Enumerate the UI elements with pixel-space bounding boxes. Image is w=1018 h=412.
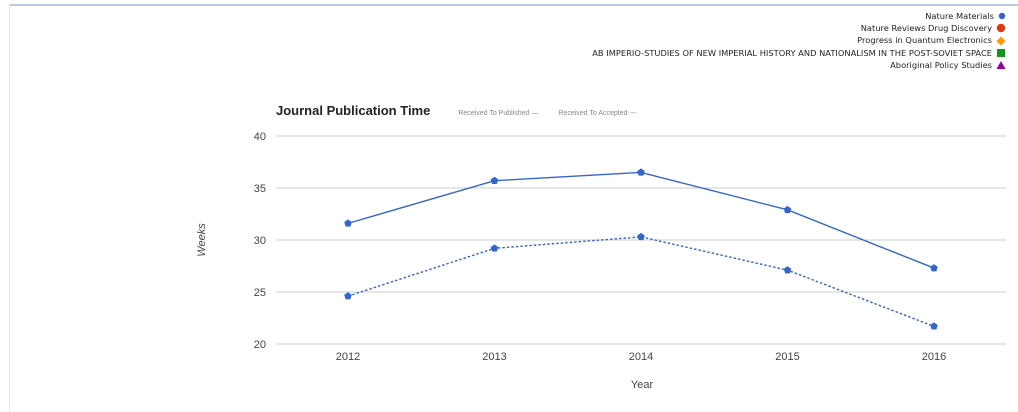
data-point: [637, 168, 645, 176]
circle-marker-icon: [998, 12, 1006, 20]
y-tick-label: 20: [254, 339, 266, 351]
data-point: [930, 264, 938, 272]
x-tick-label: 2016: [922, 351, 946, 363]
data-point: [783, 205, 792, 214]
data-point: [490, 176, 499, 184]
legend-item-nature-materials[interactable]: Nature Materials: [592, 10, 1006, 22]
chart-header: Journal Publication Time Received To Pub…: [276, 103, 636, 118]
data-point: [637, 232, 645, 241]
triangle-marker-icon: [996, 60, 1006, 69]
y-axis-title: Weeks: [196, 223, 208, 257]
data-point: [490, 244, 499, 252]
data-point: [344, 219, 352, 227]
x-tick-label: 2012: [336, 351, 360, 363]
series-key-published: Received To Published —: [458, 110, 539, 117]
legend-item-progress-in-quantum-electronics[interactable]: Progress in Quantum Electronics: [592, 34, 1006, 46]
y-tick-label: 35: [254, 183, 266, 195]
series-line-accepted: [347, 236, 935, 327]
data-point: [344, 292, 352, 300]
x-axis-title: Year: [631, 379, 654, 391]
square-marker-icon: [997, 48, 1005, 57]
chart-title: Journal Publication Time: [276, 103, 431, 118]
legend-item-ab-imperio[interactable]: AB IMPERIO-STUDIES OF NEW IMPERIAL HISTO…: [592, 47, 1006, 59]
y-tick-label: 25: [254, 287, 266, 299]
diamond-marker-icon: [996, 36, 1006, 45]
legend-label: Aboriginal Policy Studies: [890, 59, 992, 70]
legend-item-nature-reviews-drug-discovery[interactable]: Nature Reviews Drug Discovery: [592, 22, 1006, 34]
data-point: [783, 266, 792, 274]
y-tick-label: 30: [254, 235, 266, 247]
legend-label: Nature Materials: [925, 11, 994, 21]
series-line-published: [347, 171, 935, 269]
legend-label: AB IMPERIO-STUDIES OF NEW IMPERIAL HISTO…: [592, 47, 992, 58]
circle-marker-icon: [996, 24, 1006, 33]
x-tick-label: 2013: [482, 351, 506, 363]
x-tick-label: 2015: [775, 351, 799, 363]
top-divider: [10, 4, 1018, 6]
data-point: [930, 322, 938, 330]
journal-legend: Nature Materials Nature Reviews Drug Dis…: [592, 10, 1006, 71]
y-tick-label: 40: [254, 131, 266, 143]
left-divider: [9, 4, 10, 412]
x-tick-label: 2014: [629, 351, 653, 363]
legend-label: Nature Reviews Drug Discovery: [860, 23, 992, 34]
series-key-accepted: Received To Accepted ---: [558, 110, 637, 117]
legend-item-aboriginal-policy-studies[interactable]: Aboriginal Policy Studies: [592, 59, 1006, 71]
legend-label: Progress in Quantum Electronics: [857, 35, 992, 46]
